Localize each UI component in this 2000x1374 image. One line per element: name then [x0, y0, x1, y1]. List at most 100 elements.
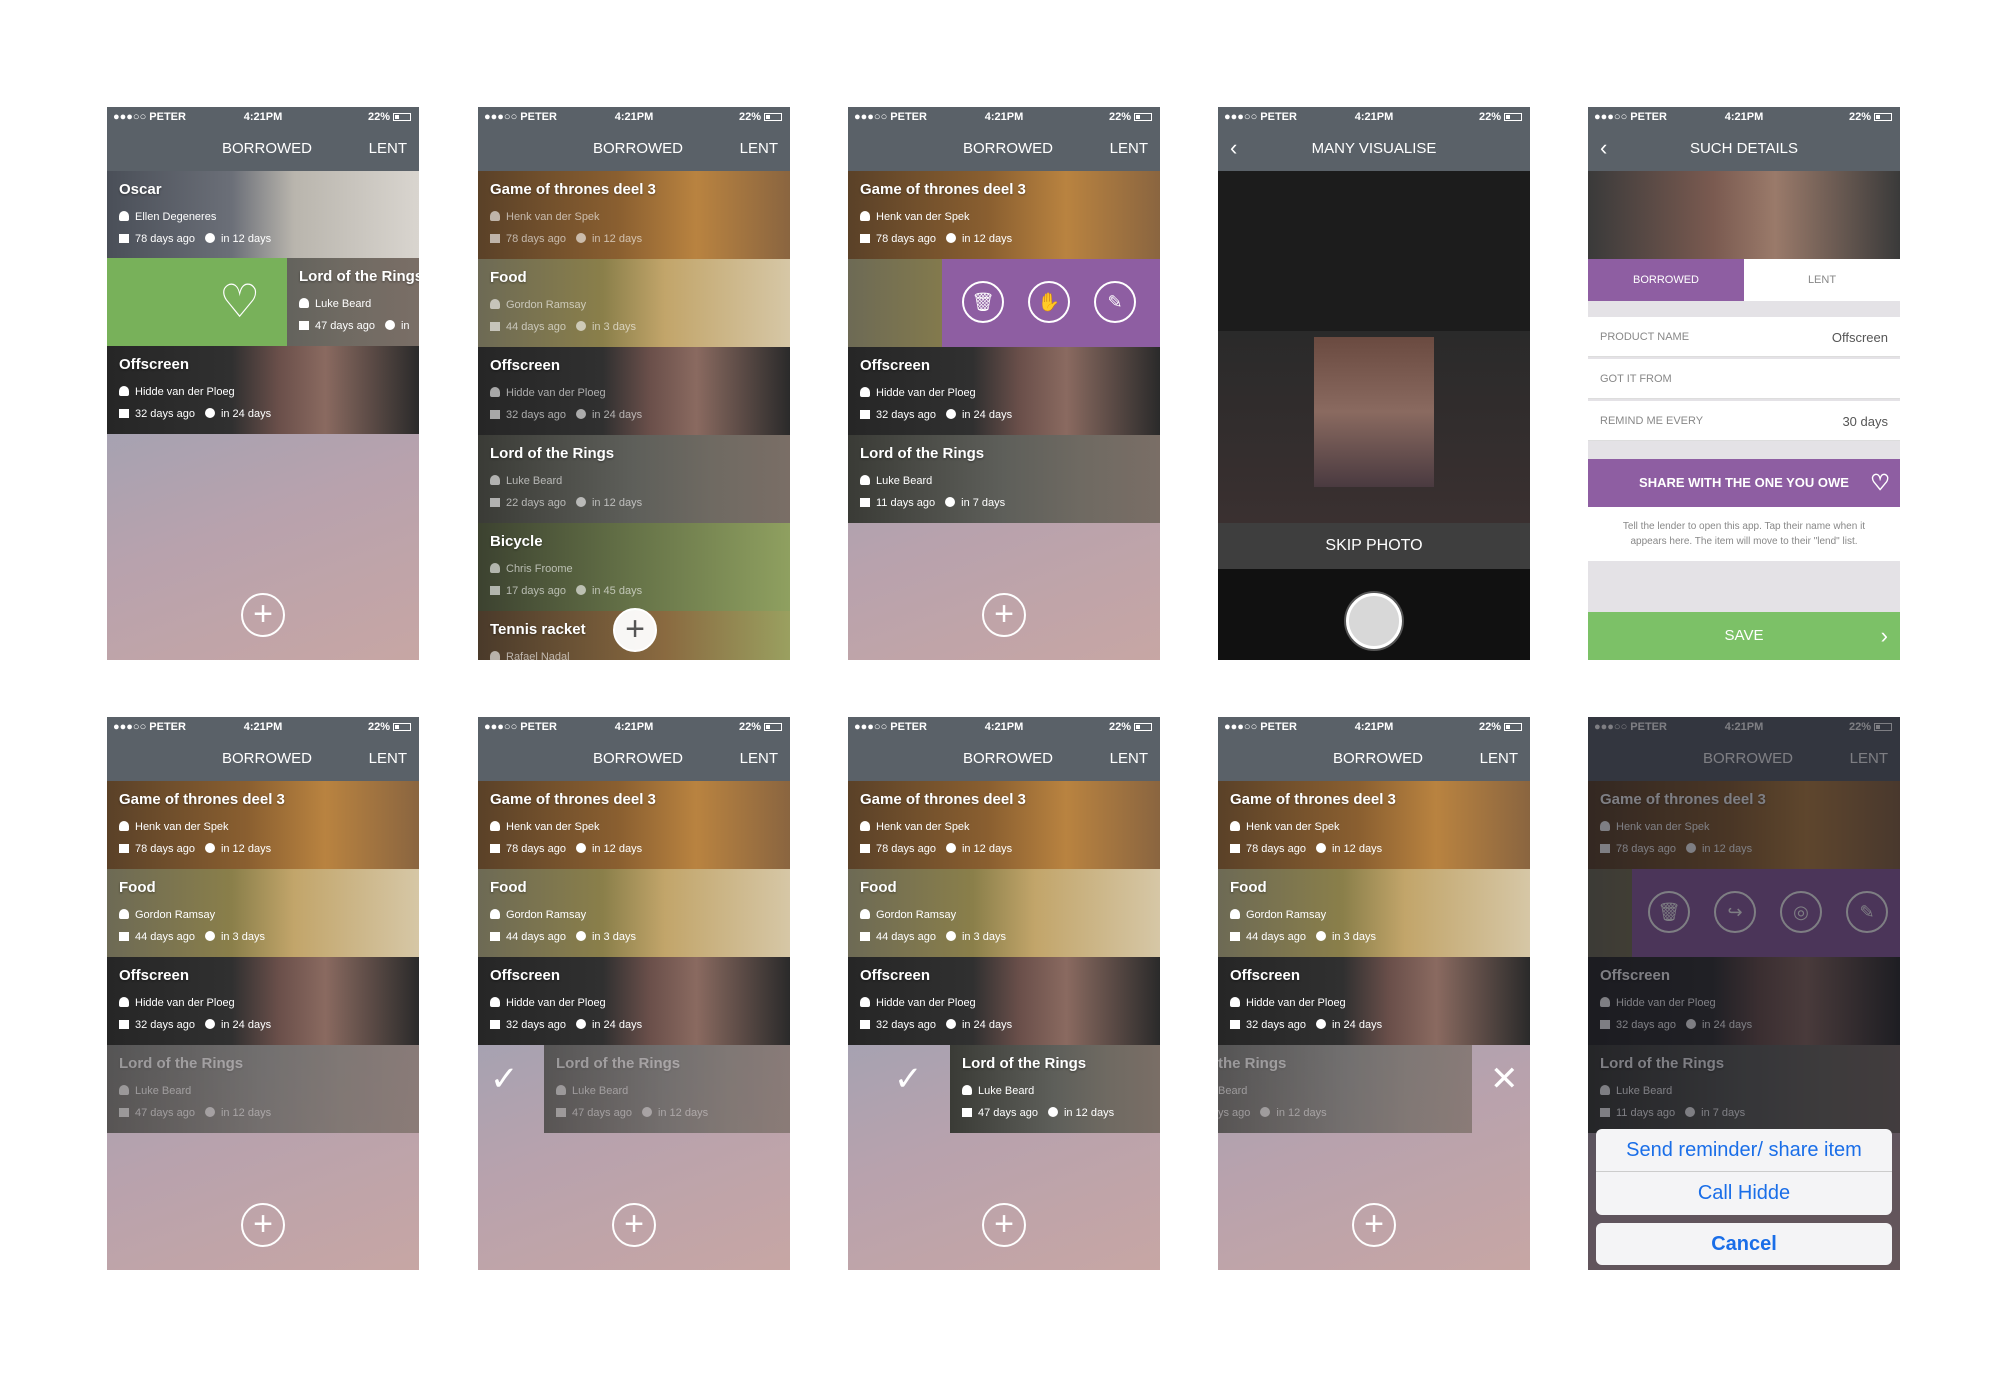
person-icon [490, 211, 500, 221]
list-item[interactable]: Food Gordon Ramsay 44 days ago in 3 days [848, 869, 1160, 957]
tab-lent[interactable]: LENT [368, 140, 407, 157]
tab-borrowed[interactable]: BORROWED [222, 140, 312, 157]
calendar-icon [490, 1020, 500, 1029]
back-icon[interactable]: ‹ [1600, 135, 1608, 160]
screen-camera: ●●●○○ PETER 4:21PM 22% ‹ MANY VISUALISE SKI… [1218, 107, 1530, 660]
person-icon [490, 563, 500, 573]
remind-field[interactable]: REMIND ME EVERY 30 days [1588, 401, 1900, 441]
person-icon [490, 387, 500, 397]
list-item[interactable]: Food Gordon Ramsay 44 days ago in 3 days [1218, 869, 1530, 957]
magazine-preview [1314, 337, 1434, 487]
calendar-icon [490, 322, 500, 331]
tab-borrowed[interactable]: BORROWED [963, 140, 1053, 157]
skip-photo-button[interactable]: SKIP PHOTO [1218, 523, 1530, 569]
add-item-button[interactable]: + [982, 593, 1026, 637]
favorite-swipe-action[interactable]: ♡ [107, 258, 287, 346]
nav-bar: BORROWED LENT [848, 737, 1160, 781]
item-photo[interactable] [1588, 171, 1900, 259]
calendar-icon [299, 321, 309, 330]
battery-icon [1504, 723, 1522, 731]
person-icon [490, 299, 500, 309]
nav-bar: BORROWED LENT [478, 737, 790, 781]
alarm-icon [575, 843, 586, 853]
back-icon[interactable]: ‹ [1230, 135, 1238, 160]
battery-icon [764, 723, 782, 731]
share-button[interactable]: SHARE WITH THE ONE YOU OWE ♡ [1588, 459, 1900, 507]
alarm-icon [204, 843, 215, 853]
shutter-button[interactable] [1346, 593, 1402, 649]
list-item[interactable]: Food Gordon Ramsay 44 days ago in 3 days [478, 869, 790, 957]
list-item[interactable]: Lord of the Rings Luke Beard 47 days ago in… [107, 1045, 419, 1133]
send-reminder-button[interactable]: Send reminder/ share item [1596, 1129, 1892, 1172]
alarm-icon [204, 1019, 215, 1029]
segment-borrowed[interactable]: BORROWED [1588, 259, 1744, 301]
add-item-button[interactable]: + [241, 1203, 285, 1247]
pencil-icon[interactable]: ✎ [1094, 281, 1136, 323]
list-item[interactable]: the Rings Beard ys ago in 12 days [1218, 1045, 1472, 1133]
tab-lent[interactable]: LENT [739, 750, 778, 767]
save-button[interactable]: SAVE › [1588, 612, 1900, 660]
trash-icon[interactable]: 🗑 [962, 281, 1004, 323]
got-it-from-field[interactable]: GOT IT FROM [1588, 359, 1900, 399]
tab-borrowed[interactable]: BORROWED [593, 140, 683, 157]
calendar-icon [119, 409, 129, 418]
tab-borrowed[interactable]: BORROWED [963, 750, 1053, 767]
tab-borrowed[interactable]: BORROWED [1333, 750, 1423, 767]
alarm-icon [945, 233, 956, 243]
swipe-action-bar: 🗑 ✋ ✎ [942, 259, 1160, 347]
add-item-button[interactable]: + [1352, 1203, 1396, 1247]
list-item[interactable]: Lord of the Rings Luke Beard 47 days ago in… [544, 1045, 790, 1133]
list-item[interactable]: Lord of the Rings Luke Beard 22 days ago in… [478, 435, 790, 523]
list-item[interactable]: Bicycle Chris Froome 17 days ago in 45 days [478, 523, 790, 611]
add-item-button[interactable]: + [241, 593, 285, 637]
nav-bar: ‹ MANY VISUALISE [1218, 127, 1530, 171]
nav-bar: BORROWED LENT [107, 127, 419, 171]
tab-lent[interactable]: LENT [1479, 750, 1518, 767]
tab-borrowed[interactable]: BORROWED [222, 750, 312, 767]
tab-lent[interactable]: LENT [739, 140, 778, 157]
battery-icon [1874, 113, 1892, 121]
heart-icon: ♡ [1870, 470, 1890, 495]
add-item-button[interactable]: + [612, 1203, 656, 1247]
add-item-button[interactable]: + [982, 1203, 1026, 1247]
screen-borrowed-swipe-heart: ●●●○○ PETER 4:21PM 22% BORROWED LENT Oscar E… [107, 107, 419, 660]
battery-icon [393, 113, 411, 121]
hand-icon[interactable]: ✋ [1028, 281, 1070, 323]
tab-lent[interactable]: LENT [368, 750, 407, 767]
list-item[interactable]: Food Gordon Ramsay 44 days ago in 3 days [478, 259, 790, 347]
product-name-field[interactable]: PRODUCT NAME Offscreen [1588, 317, 1900, 357]
tab-lent[interactable]: LENT [1109, 140, 1148, 157]
list-item[interactable]: Oscar Ellen Degeneres 78 days ago in 12 day… [107, 171, 419, 259]
list-item[interactable]: Lord of the Rings Luke Beard 47 days ago in… [950, 1045, 1160, 1133]
tab-lent[interactable]: LENT [1109, 750, 1148, 767]
type-segmented-control: BORROWED LENT [1588, 259, 1900, 301]
tab-borrowed[interactable]: BORROWED [593, 750, 683, 767]
alarm-icon [575, 233, 586, 243]
calendar-icon [860, 1020, 870, 1029]
cancel-button[interactable]: Cancel [1596, 1223, 1892, 1265]
segment-lent[interactable]: LENT [1744, 259, 1900, 301]
call-button[interactable]: Call Hidde [1697, 1182, 1791, 1204]
close-icon[interactable]: ✕ [1490, 1060, 1519, 1098]
alarm-icon [204, 233, 215, 243]
add-item-button[interactable]: + [613, 608, 657, 652]
list-item[interactable]: Food Gordon Ramsay 44 days ago in 3 days [107, 869, 419, 957]
alarm-icon [1315, 931, 1326, 941]
